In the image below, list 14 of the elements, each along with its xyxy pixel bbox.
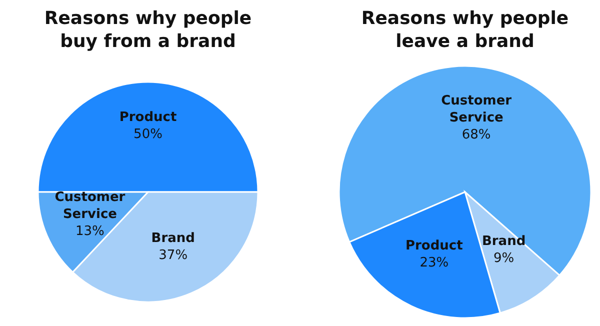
data-label: 37% <box>158 248 188 264</box>
chart-title: Reasons why people buy from a brand <box>44 8 252 52</box>
data-label: 68% <box>462 127 491 142</box>
data-label: 13% <box>76 224 104 240</box>
slice-label: Product <box>405 238 463 254</box>
slice-label: Brand <box>482 234 526 250</box>
slice-label: Customer Service <box>441 93 512 126</box>
data-label: 23% <box>420 256 449 271</box>
slice-label: Brand <box>151 231 195 246</box>
data-label: 9% <box>494 251 514 266</box>
slice-label: Product <box>119 110 177 125</box>
slice-label: Customer Service <box>54 190 126 222</box>
chart-title: Reasons why people leave a brand <box>361 8 569 52</box>
data-label: 50% <box>134 126 162 142</box>
